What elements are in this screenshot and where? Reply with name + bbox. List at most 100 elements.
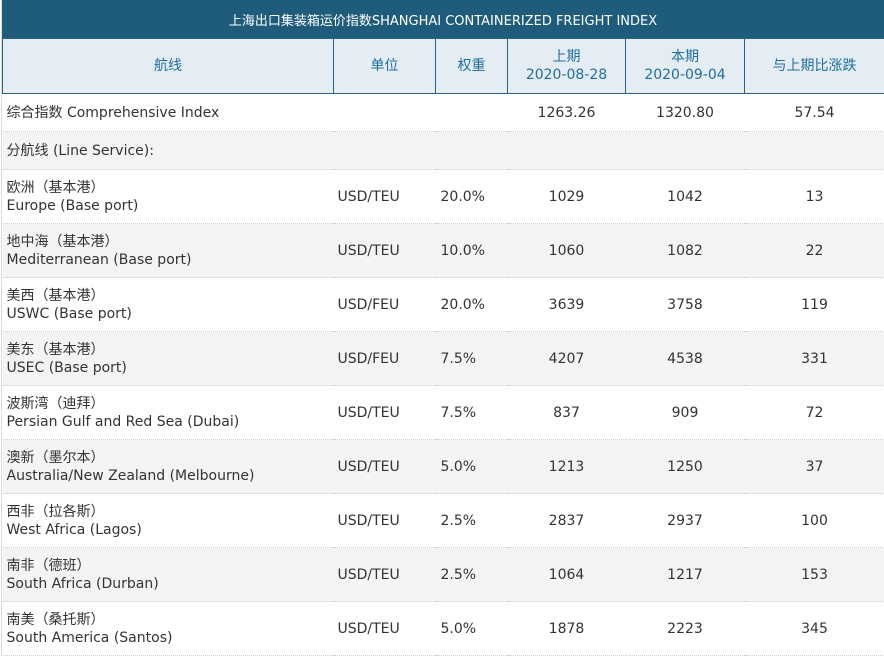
route-name: 西非（拉各斯） West Africa (Lagos) (2, 493, 334, 548)
route-unit: USD/TEU (333, 493, 436, 548)
empty-cell (333, 131, 436, 170)
route-prev: 1029 (507, 169, 626, 224)
route-name-cn: 地中海（基本港） (6, 233, 119, 250)
route-name: 美西（基本港） USWC (Base port) (2, 277, 334, 332)
freight-index-table: 航线 单位 权重 上期 2020-08-28 本期 2020-09-04 与上期… (2, 38, 884, 656)
route-prev: 3639 (507, 277, 626, 332)
header-change: 与上期比涨跌 (744, 38, 884, 94)
header-weight: 权重 (435, 38, 508, 94)
route-curr: 909 (625, 385, 745, 440)
route-weight: 2.5% (435, 493, 508, 548)
route-prev: 4207 (507, 331, 626, 386)
route-prev: 2837 (507, 493, 626, 548)
table-row: 美东（基本港） USEC (Base port) USD/FEU 7.5% 4207 45… (2, 331, 884, 386)
route-change: 37 (744, 439, 884, 494)
header-prev-label: 上期 (552, 49, 581, 65)
route-weight: 7.5% (435, 385, 508, 440)
route-curr: 2937 (625, 493, 745, 548)
route-weight: 2.5% (435, 547, 508, 602)
table-row: 美西（基本港） USWC (Base port) USD/FEU 20.0% 3639 3… (2, 277, 884, 332)
header-curr-date: 2020-09-04 (644, 67, 726, 83)
composite-change: 57.54 (744, 93, 884, 132)
route-curr: 1250 (625, 439, 745, 494)
route-unit: USD/TEU (333, 223, 436, 278)
route-curr: 2223 (625, 601, 745, 656)
route-name-en: USWC (Base port) (6, 305, 132, 322)
route-change: 13 (744, 169, 884, 224)
table-body: 综合指数 Comprehensive Index 1263.26 1320.80… (2, 93, 884, 656)
route-curr: 1082 (625, 223, 745, 278)
route-name-cn: 美东（基本港） (6, 341, 105, 358)
route-curr: 3758 (625, 277, 745, 332)
route-name-en: Persian Gulf and Red Sea (Dubai) (6, 413, 240, 430)
route-name-en: South America (Santos) (6, 629, 173, 646)
route-change: 331 (744, 331, 884, 386)
route-name-en: Mediterranean (Base port) (6, 251, 192, 268)
route-name-cn: 欧洲（基本港） (6, 179, 105, 196)
composite-name: 综合指数 Comprehensive Index (2, 93, 334, 132)
route-name-en: Australia/New Zealand (Melbourne) (6, 467, 255, 484)
route-unit: USD/TEU (333, 601, 436, 656)
route-name: 地中海（基本港） Mediterranean (Base port) (2, 223, 334, 278)
header-curr-label: 本期 (671, 49, 699, 65)
route-name-cn: 澳新（墨尔本） (6, 449, 105, 466)
route-name: 波斯湾（迪拜） Persian Gulf and Red Sea (Dubai) (2, 385, 334, 440)
route-unit: USD/TEU (333, 439, 436, 494)
route-prev: 837 (507, 385, 626, 440)
route-prev: 1064 (507, 547, 626, 602)
route-weight: 5.0% (435, 439, 508, 494)
header-row: 航线 单位 权重 上期 2020-08-28 本期 2020-09-04 与上期… (2, 38, 884, 94)
route-name: 美东（基本港） USEC (Base port) (2, 331, 334, 386)
route-weight: 7.5% (435, 331, 508, 386)
header-prev-date: 2020-08-28 (525, 67, 608, 83)
route-prev: 1878 (507, 601, 626, 656)
route-unit: USD/TEU (333, 385, 436, 440)
route-name-cn: 南非（德班） (6, 557, 91, 574)
table-row: 南非（德班） South Africa (Durban) USD/TEU 2.5% 10… (2, 547, 884, 602)
route-weight: 20.0% (435, 169, 508, 224)
route-curr: 1042 (625, 169, 745, 224)
route-unit: USD/FEU (333, 331, 436, 386)
route-weight: 5.0% (435, 601, 508, 656)
table-row: 南美（桑托斯） South America (Santos) USD/TEU 5.0%… (2, 601, 884, 656)
route-unit: USD/TEU (333, 169, 436, 224)
route-name-en: South Africa (Durban) (6, 575, 159, 592)
empty-cell (435, 131, 508, 170)
line-service-row: 分航线 (Line Service): (2, 131, 884, 170)
empty-cell (507, 131, 626, 170)
composite-unit (333, 93, 436, 132)
route-change: 119 (744, 277, 884, 332)
route-name-cn: 美西（基本港） (6, 287, 105, 304)
table-row: 澳新（墨尔本） Australia/New Zealand (Melbourne)… (2, 439, 884, 494)
route-name-cn: 波斯湾（迪拜） (6, 395, 105, 412)
composite-prev: 1263.26 (507, 93, 626, 132)
route-name-en: Europe (Base port) (6, 197, 139, 214)
route-prev: 1213 (507, 439, 626, 494)
table-row: 波斯湾（迪拜） Persian Gulf and Red Sea (Dubai) U… (2, 385, 884, 440)
composite-weight (435, 93, 508, 132)
route-unit: USD/FEU (333, 277, 436, 332)
route-change: 345 (744, 601, 884, 656)
route-curr: 4538 (625, 331, 745, 386)
header-previous-period: 上期 2020-08-28 (507, 38, 626, 94)
composite-row: 综合指数 Comprehensive Index 1263.26 1320.80… (2, 93, 884, 132)
empty-cell (625, 131, 745, 170)
route-name-cn: 南美（桑托斯） (6, 611, 105, 628)
table-row: 欧洲（基本港） Europe (Base port) USD/TEU 20.0% 102… (2, 169, 884, 224)
line-service-label: 分航线 (Line Service): (2, 131, 334, 170)
route-prev: 1060 (507, 223, 626, 278)
table-row: 地中海（基本港） Mediterranean (Base port) USD/TEU… (2, 223, 884, 278)
route-change: 72 (744, 385, 884, 440)
table-row: 西非（拉各斯） West Africa (Lagos) USD/TEU 2.5% 283… (2, 493, 884, 548)
route-name: 南美（桑托斯） South America (Santos) (2, 601, 334, 656)
composite-curr: 1320.80 (625, 93, 745, 132)
route-name: 南非（德班） South Africa (Durban) (2, 547, 334, 602)
header-route: 航线 (2, 38, 334, 94)
route-name: 澳新（墨尔本） Australia/New Zealand (Melbourne) (2, 439, 334, 494)
header-unit: 单位 (333, 38, 436, 94)
header-current-period: 本期 2020-09-04 (625, 38, 745, 94)
route-weight: 10.0% (435, 223, 508, 278)
route-name-en: USEC (Base port) (6, 359, 127, 376)
route-curr: 1217 (625, 547, 745, 602)
